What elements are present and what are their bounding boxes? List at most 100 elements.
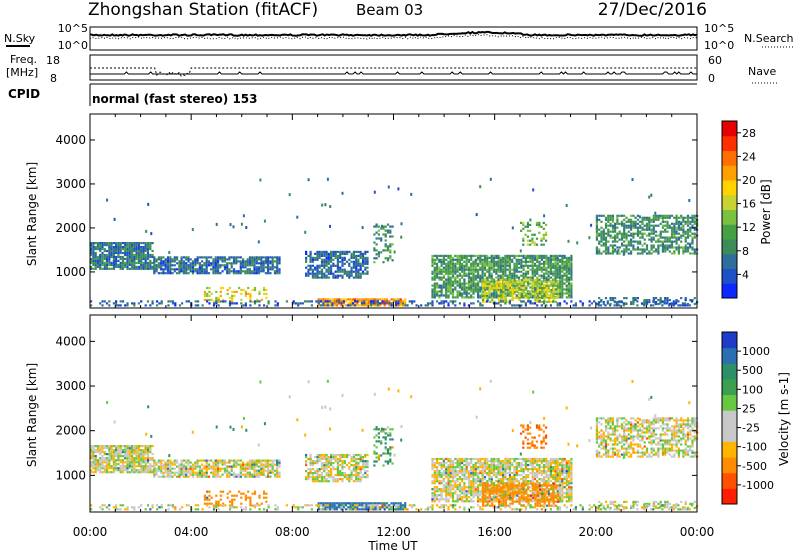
velocity-cell [397, 502, 400, 505]
power-cell [240, 302, 243, 305]
power-cell [194, 270, 197, 273]
power-cell [506, 262, 509, 265]
power-cell [620, 236, 624, 239]
velocity-cell [105, 471, 109, 474]
power-cell [482, 286, 485, 290]
power-cell [470, 296, 473, 299]
power-cell [558, 284, 562, 287]
power-cell [565, 284, 568, 287]
power-cell [258, 290, 261, 293]
power-cell [490, 292, 493, 295]
power-cell [513, 296, 517, 299]
power-cell [648, 234, 651, 237]
power-cell [325, 276, 328, 279]
power-cell [634, 297, 637, 300]
velocity-cell [436, 457, 439, 461]
power-cell [260, 264, 263, 267]
power-cell [673, 252, 676, 255]
power-cell [538, 221, 541, 224]
velocity-cell [149, 447, 152, 450]
power-cell [336, 256, 339, 259]
velocity-cell [112, 463, 115, 466]
velocity-cell [364, 476, 367, 479]
power-cell [119, 249, 122, 253]
velocity-cell [389, 434, 392, 437]
power-cell [643, 228, 646, 231]
velocity-cell [335, 506, 338, 509]
power-cell [375, 253, 378, 256]
velocity-cell [108, 463, 111, 466]
noise-sky-line [89, 30, 698, 37]
power-cell [563, 268, 566, 271]
velocity-cell [196, 459, 199, 462]
power-cell [477, 284, 480, 287]
power-cell [538, 292, 541, 295]
power-cell [249, 298, 252, 301]
velocity-cell [121, 459, 125, 462]
power-cell [557, 288, 560, 292]
power-cell [609, 216, 612, 219]
power-cell [655, 297, 658, 300]
velocity-cell [246, 463, 249, 466]
power-cell [92, 263, 95, 266]
power-cell [643, 299, 646, 302]
power-cell [350, 270, 353, 273]
power-cell [126, 263, 129, 266]
power-cell [500, 279, 503, 282]
power-cell [645, 248, 649, 251]
power-cell [561, 270, 564, 273]
velocity-cell [433, 476, 436, 479]
velocity-cell [317, 502, 320, 505]
power-cell [490, 266, 493, 269]
power-cell [558, 280, 562, 283]
power-cell [482, 280, 485, 284]
power-cell [670, 236, 674, 239]
power-cell [340, 302, 343, 305]
power-cell [479, 260, 482, 263]
power-cell [115, 255, 118, 259]
power-cell [524, 225, 527, 228]
power-cell [445, 282, 448, 285]
power-cell [248, 262, 251, 265]
power-cell [201, 268, 204, 271]
velocity-cell [314, 460, 317, 463]
power-cell [549, 268, 552, 271]
velocity-cell [92, 451, 95, 454]
power-cell [538, 254, 541, 257]
velocity-cell [185, 467, 188, 470]
power-cell [477, 282, 480, 285]
power-cell [682, 248, 685, 251]
power-cell [648, 299, 651, 302]
velocity-cell [384, 442, 387, 445]
power-cell [657, 252, 660, 255]
power-cell [556, 260, 559, 263]
power-cell [543, 254, 546, 257]
power-cell [461, 254, 464, 257]
velocity-cell [373, 452, 376, 455]
power-cell [343, 268, 346, 271]
velocity-cell [101, 445, 104, 448]
power-cell [431, 258, 434, 261]
power-cell [166, 266, 170, 269]
power-cell [191, 260, 195, 263]
power-cell [470, 268, 473, 271]
power-cell [96, 242, 99, 245]
power-cell [488, 270, 491, 273]
power-cell [264, 260, 267, 263]
velocity-cell [361, 462, 365, 465]
velocity-cell [226, 496, 229, 499]
power-cell [579, 300, 582, 303]
velocity-cell [248, 475, 251, 478]
power-cell [536, 278, 539, 281]
power-cell [226, 288, 229, 292]
power-cell [543, 256, 546, 259]
power-cell [131, 242, 134, 245]
power-cell [558, 288, 562, 291]
power-cell [604, 240, 608, 243]
power-cell [463, 272, 466, 275]
power-cell [465, 254, 468, 257]
power-cell [465, 296, 468, 299]
power-cell [223, 258, 226, 261]
power-cell [124, 253, 127, 257]
power-cell [520, 288, 523, 291]
